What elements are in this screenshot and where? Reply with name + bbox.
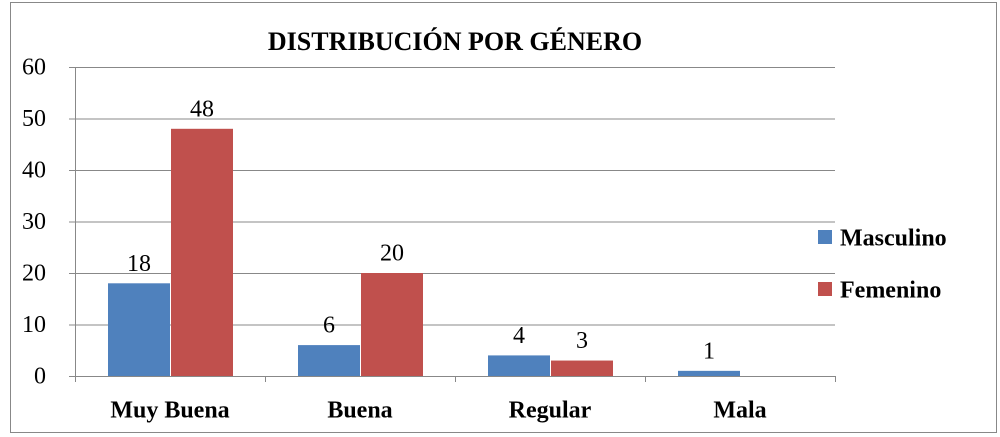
data-label: 6	[323, 313, 335, 339]
bar	[171, 128, 233, 376]
y-tick-label: 0	[34, 364, 46, 390]
bar	[298, 345, 360, 376]
y-tick-label: 50	[22, 106, 46, 132]
data-label: 1	[703, 338, 715, 364]
bar	[678, 370, 740, 376]
legend-label: Masculino	[840, 226, 947, 252]
data-label: 18	[127, 251, 151, 277]
data-label: 3	[576, 328, 588, 354]
legend-swatch	[818, 230, 832, 244]
x-tick-label: Regular	[509, 398, 592, 424]
x-tick-label: Mala	[713, 398, 766, 424]
bar	[551, 360, 613, 376]
x-tick-label: Muy Buena	[110, 398, 229, 424]
legend-swatch	[818, 282, 832, 296]
data-label: 4	[513, 323, 525, 349]
bar	[361, 273, 423, 376]
y-tick-label: 40	[22, 158, 46, 184]
legend-label: Femenino	[840, 278, 941, 304]
chart-title: DISTRIBUCIÓN POR GÉNERO	[268, 27, 642, 56]
data-label: 20	[380, 241, 404, 267]
data-label: 48	[190, 96, 214, 122]
bar	[108, 283, 170, 376]
y-tick-label: 20	[22, 261, 46, 287]
bar	[488, 355, 550, 376]
y-tick-label: 30	[22, 209, 46, 235]
x-tick-label: Buena	[327, 398, 392, 424]
y-tick-label: 60	[22, 55, 46, 81]
y-tick-label: 10	[22, 312, 46, 338]
